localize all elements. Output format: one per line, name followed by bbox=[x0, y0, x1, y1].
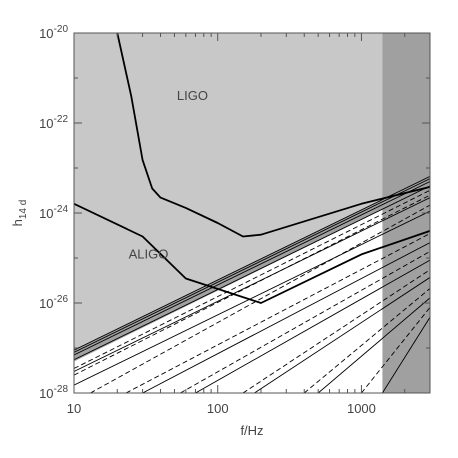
boundary-band bbox=[74, 176, 430, 362]
reference-line-dashed bbox=[90, 204, 430, 393]
reference-line-dashed bbox=[242, 269, 430, 393]
aligo-label: ALIGO bbox=[129, 246, 169, 261]
regions bbox=[74, 33, 430, 393]
ligo-label: LIGO bbox=[177, 88, 208, 103]
y-tick-label: 10-22 bbox=[39, 114, 68, 131]
reference-line-solid bbox=[74, 197, 430, 372]
reference-line-solid bbox=[382, 317, 430, 393]
ticks bbox=[73, 32, 431, 394]
reference-line-solid bbox=[74, 178, 430, 353]
y-axis-label: h14 d bbox=[10, 200, 29, 227]
ligo-curve bbox=[116, 33, 430, 238]
reference-line-solid bbox=[254, 277, 430, 393]
y-tick-label: 10-24 bbox=[39, 204, 68, 221]
reference-line-dashed bbox=[125, 233, 430, 393]
reference-line-solid bbox=[74, 175, 430, 351]
y-tick-label: 10-26 bbox=[39, 294, 68, 311]
reference-line-solid bbox=[317, 297, 430, 393]
reference-line-solid bbox=[74, 181, 430, 356]
x-axis-label: f/Hz bbox=[240, 423, 263, 438]
y-tick-label: 10-28 bbox=[39, 384, 68, 401]
reference-line-solid bbox=[195, 259, 430, 393]
x-tick-label: 10 bbox=[67, 401, 81, 416]
detector-curves bbox=[74, 33, 430, 304]
reference-line-dashed bbox=[361, 307, 430, 393]
reference-line-solid bbox=[74, 185, 430, 361]
excluded-region bbox=[74, 33, 430, 351]
labels: LIGO ALIGO 10 100 1000 10-28 10-26 10-24 10-22 10… bbox=[10, 24, 376, 438]
reference-line-solid bbox=[74, 210, 430, 386]
reference-line-solid bbox=[142, 242, 430, 393]
reference-line-dashed bbox=[74, 194, 430, 376]
reference-lines bbox=[74, 175, 430, 393]
x-tick-label: 100 bbox=[207, 401, 229, 416]
aligo-curve bbox=[74, 202, 430, 304]
y-tick-label: 10-20 bbox=[39, 24, 68, 41]
reference-line-dashed bbox=[303, 288, 430, 393]
reference-line-dashed bbox=[74, 189, 430, 369]
x-tick-label: 1000 bbox=[347, 401, 376, 416]
